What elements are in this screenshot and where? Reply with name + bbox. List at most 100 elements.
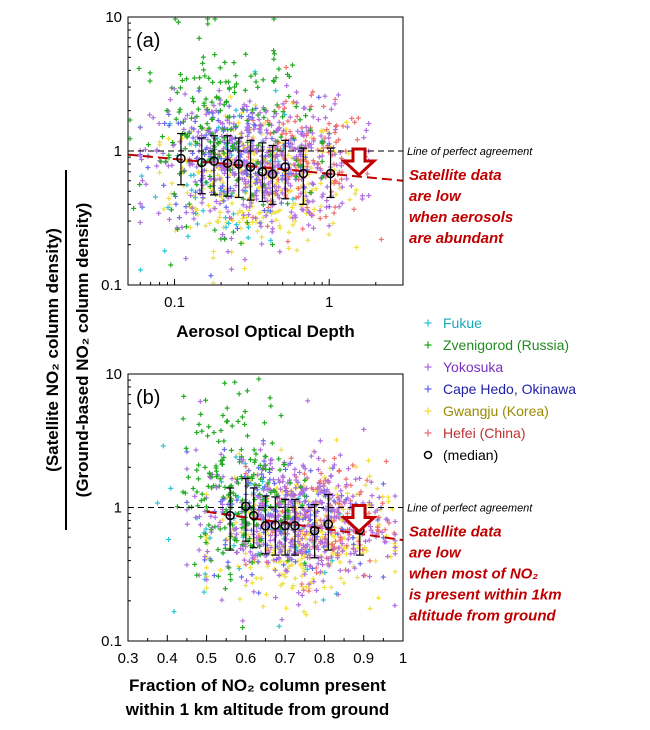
scatter-point [290, 583, 296, 589]
scatter-point [239, 497, 245, 503]
scatter-point [268, 504, 274, 510]
scatter-point [303, 549, 309, 555]
scatter-point [218, 567, 224, 573]
scatter-point [320, 562, 326, 568]
scatter-point [323, 115, 329, 121]
scatter-point [250, 537, 256, 543]
scatter-point [203, 179, 209, 185]
scatter-point [352, 565, 358, 571]
scatter-point [256, 117, 262, 123]
scatter-point [253, 451, 259, 457]
scatter-point [228, 447, 234, 453]
scatter-point [217, 209, 223, 215]
scatter-point [223, 98, 229, 104]
scatter-point [217, 201, 223, 207]
scatter-point [202, 509, 208, 515]
scatter-point [223, 204, 229, 210]
annotation-line: altitude from ground [409, 608, 556, 625]
scatter-point [207, 208, 213, 214]
scatter-point [250, 117, 256, 123]
y-axis-title-denominator: (Ground-based NO₂ column density) [73, 203, 92, 498]
scatter-point [227, 167, 233, 173]
scatter-point [302, 571, 308, 577]
scatter-point [367, 606, 373, 612]
scatter-point [326, 121, 332, 127]
scatter-point [202, 571, 208, 577]
scatter-point [303, 124, 309, 130]
scatter-point [253, 535, 259, 541]
scatter-point [202, 73, 208, 79]
x-tick-label: 0.5 [196, 650, 217, 667]
scatter-point [383, 516, 389, 522]
scatter-point [282, 461, 288, 467]
scatter-point [319, 159, 325, 165]
scatter-point [313, 599, 319, 605]
scatter-point [340, 123, 346, 129]
scatter-point [306, 514, 312, 520]
scatter-point [276, 556, 282, 562]
scatter-point [285, 71, 291, 77]
scatter-point [293, 485, 299, 491]
scatter-point [285, 239, 291, 245]
median-point [245, 139, 256, 201]
scatter-point [300, 207, 306, 213]
scatter-point [271, 129, 277, 135]
scatter-point [316, 94, 322, 100]
scatter-point [254, 228, 260, 234]
scatter-point [280, 508, 286, 514]
scatter-point [189, 125, 195, 131]
scatter-point [206, 202, 212, 208]
scatter-point [262, 195, 268, 201]
scatter-point [191, 216, 197, 222]
scatter-point [311, 579, 317, 585]
scatter-point [264, 127, 270, 133]
scatter-point [196, 35, 202, 41]
scatter-point [244, 214, 250, 220]
scatter-point [255, 559, 261, 565]
scatter-point [317, 517, 323, 523]
scatter-point [273, 504, 279, 510]
legend-label: Yokosuka [443, 359, 503, 375]
scatter-point [236, 459, 242, 465]
scatter-point [314, 543, 320, 549]
scatter-point [279, 190, 285, 196]
scatter-point [244, 388, 250, 394]
scatter-point [272, 109, 278, 115]
scatter-point [364, 548, 370, 554]
scatter-point [158, 159, 164, 165]
scatter-point [183, 224, 189, 230]
scatter-point [313, 186, 319, 192]
scatter-point [206, 75, 212, 81]
scatter-point [244, 124, 250, 130]
scatter-point [186, 131, 192, 137]
scatter-point [284, 515, 290, 521]
scatter-point [240, 142, 246, 148]
scatter-point [317, 215, 323, 221]
scatter-point [221, 198, 227, 204]
scatter-point [288, 499, 294, 505]
scatter-point [217, 476, 223, 482]
scatter-point [234, 531, 240, 537]
scatter-point [286, 94, 292, 100]
scatter-point [358, 489, 364, 495]
scatter-point [265, 480, 271, 486]
scatter-point [177, 85, 183, 91]
scatter-point [263, 213, 269, 219]
scatter-point [228, 236, 234, 242]
scatter-point [305, 398, 311, 404]
scatter-point [201, 100, 207, 106]
scatter-point [307, 190, 313, 196]
scatter-point [226, 220, 232, 226]
scatter-point [336, 181, 342, 187]
scatter-point [245, 133, 251, 139]
panel-a-y-ticks: 0.1 1 10 [101, 9, 134, 294]
scatter-point [196, 421, 202, 427]
scatter-point [320, 145, 326, 151]
scatter-point [334, 162, 340, 168]
legend-item: Zvenigorod (Russia) [424, 337, 569, 353]
scatter-point [240, 196, 246, 202]
scatter-point [352, 191, 358, 197]
median-point [270, 496, 281, 556]
scatter-point [184, 449, 190, 455]
scatter-point [287, 548, 293, 554]
